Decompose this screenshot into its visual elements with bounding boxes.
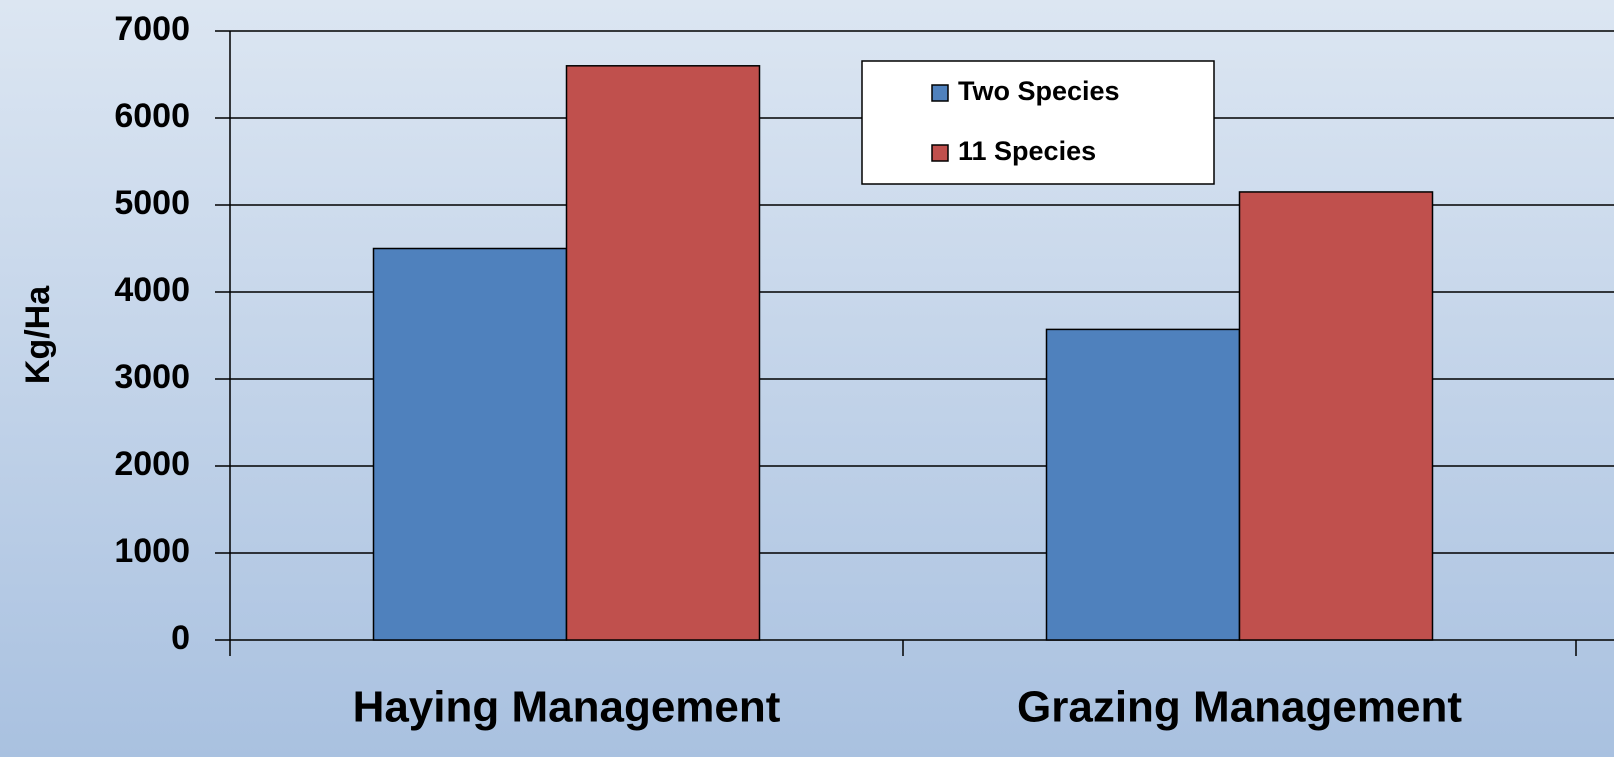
y-tick-label: 6000 xyxy=(114,97,190,135)
y-tick-label: 4000 xyxy=(114,271,190,309)
legend-swatch xyxy=(931,144,949,162)
legend-swatch xyxy=(931,84,949,102)
y-tick-label: 0 xyxy=(171,619,190,657)
bar xyxy=(565,65,761,641)
y-tick-label: 5000 xyxy=(114,184,190,222)
x-tick-label: Haying Management xyxy=(353,683,781,732)
y-tick-label: 3000 xyxy=(114,358,190,396)
legend-label: Two Species xyxy=(958,76,1120,106)
y-tick-label: 1000 xyxy=(114,532,190,570)
legend-box xyxy=(861,60,1215,185)
bar xyxy=(1238,191,1434,641)
legend-label: 11 Species xyxy=(958,136,1096,166)
bar xyxy=(372,247,568,641)
y-axis-label: Kg/Ha xyxy=(19,285,57,384)
y-tick-label: 7000 xyxy=(114,10,190,48)
y-tick-label: 2000 xyxy=(114,445,190,483)
bar xyxy=(1045,328,1241,641)
x-tick-label: Grazing Management xyxy=(1017,683,1462,732)
